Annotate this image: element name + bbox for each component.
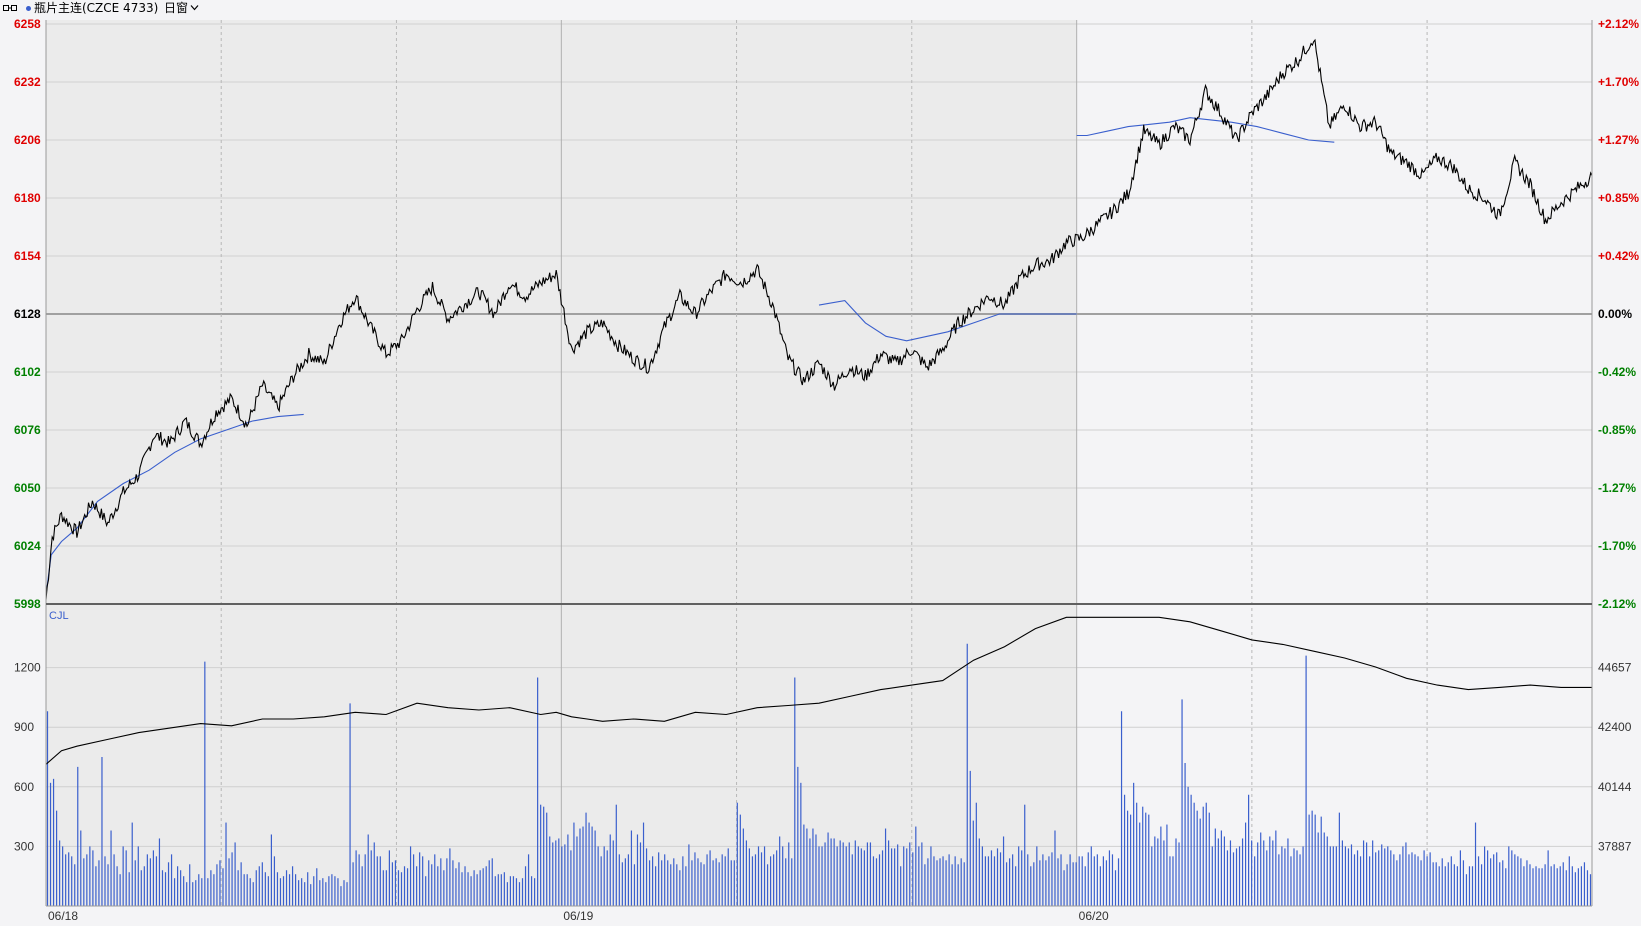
session-background	[561, 20, 1077, 906]
price-tick-label: 6206	[14, 133, 41, 147]
percent-tick-label: +1.70%	[1598, 75, 1639, 89]
period-selector[interactable]: 日窗	[164, 1, 189, 15]
price-line	[45, 38, 1593, 600]
percent-tick-label: +1.27%	[1598, 133, 1639, 147]
cumvol-tick-label: 42400	[1598, 720, 1632, 734]
price-tick-label: 5998	[14, 597, 41, 611]
volume-tick-label: 600	[14, 780, 34, 794]
volume-tick-label: 1200	[14, 661, 41, 675]
percent-tick-label: -1.27%	[1598, 481, 1636, 495]
session-background	[46, 20, 562, 906]
price-tick-label: 6024	[14, 539, 41, 553]
volume-tick-label: 900	[14, 720, 34, 734]
date-tick-label: 06/19	[563, 909, 593, 923]
average-price-line	[1076, 117, 1335, 143]
volume-panel-title: CJL	[49, 610, 69, 622]
collapse-icon[interactable]	[3, 5, 17, 11]
percent-tick-label: 0.00%	[1598, 307, 1632, 321]
date-tick-label: 06/18	[48, 909, 78, 923]
percent-tick-label: -0.42%	[1598, 365, 1636, 379]
price-tick-label: 6258	[14, 17, 41, 31]
price-tick-label: 6076	[14, 423, 41, 437]
date-tick-label: 06/20	[1079, 909, 1109, 923]
price-tick-label: 6050	[14, 481, 41, 495]
price-tick-label: 6154	[14, 249, 41, 263]
cumvol-tick-label: 44657	[1598, 661, 1632, 675]
price-tick-label: 6180	[14, 191, 41, 205]
percent-tick-label: +0.42%	[1598, 249, 1639, 263]
cumulative-volume-line	[45, 616, 1592, 765]
percent-tick-label: -1.70%	[1598, 539, 1636, 553]
percent-tick-label: +0.85%	[1598, 191, 1639, 205]
percent-tick-label: +2.12%	[1598, 17, 1639, 31]
average-price-line	[45, 413, 304, 596]
instrument-title: 瓶片主连(CZCE 4733)	[34, 1, 159, 15]
status-dot-icon	[26, 6, 31, 11]
chevron-down-icon[interactable]	[190, 3, 199, 12]
title-bar: 瓶片主连(CZCE 4733) 日窗	[0, 0, 1641, 16]
percent-tick-label: -0.85%	[1598, 423, 1636, 437]
price-tick-label: 6102	[14, 365, 41, 379]
percent-tick-label: -2.12%	[1598, 597, 1636, 611]
volume-tick-label: 300	[14, 839, 34, 853]
price-tick-label: 6232	[14, 75, 41, 89]
price-tick-label: 6128	[14, 307, 41, 321]
cumvol-tick-label: 40144	[1598, 780, 1632, 794]
average-price-line	[818, 300, 1077, 342]
session-background	[1076, 20, 1592, 906]
cumvol-tick-label: 37887	[1598, 839, 1632, 853]
